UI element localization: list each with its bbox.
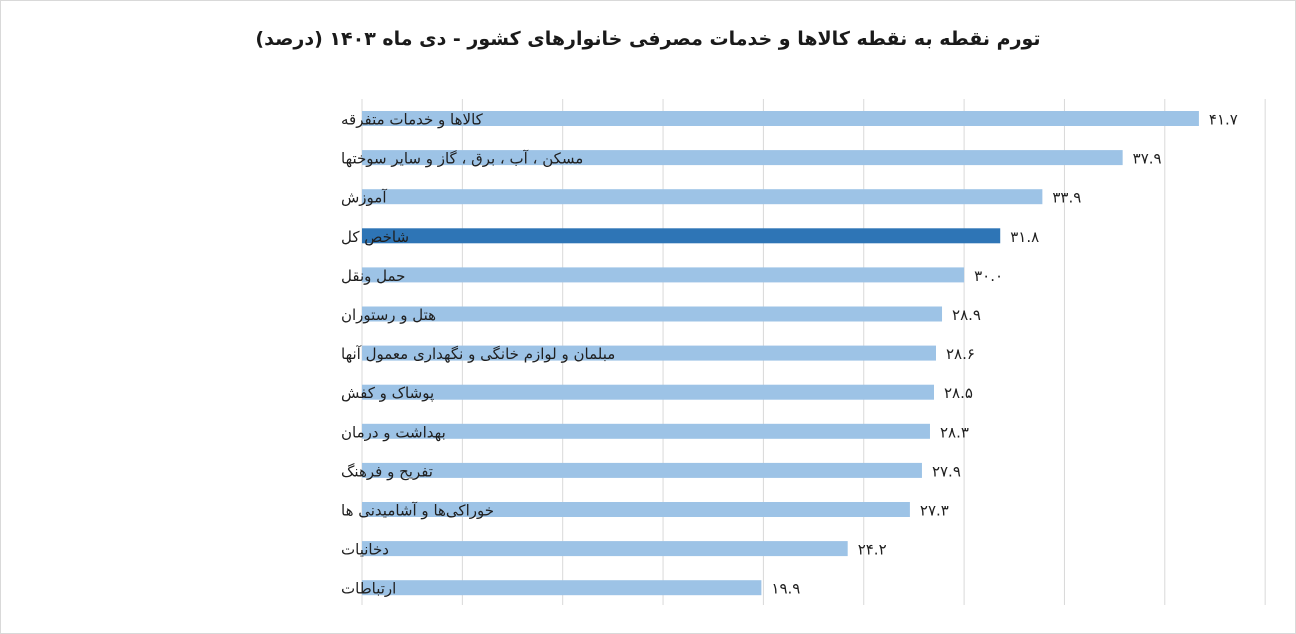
- category-label: مسکن ، آب ، برق ، گاز و سایر سوختها: [341, 150, 583, 168]
- category-label: پوشاک و کفش: [341, 384, 434, 403]
- category-label: آموزش: [341, 189, 387, 207]
- category-label: تفریح و فرهنگ: [341, 462, 433, 480]
- bar: [362, 345, 937, 361]
- bar: [362, 111, 1199, 126]
- bars: [362, 111, 1199, 596]
- category-label: ارتباطات: [341, 580, 396, 598]
- bar: [362, 384, 934, 400]
- value-label: ۳۷.۹: [1133, 150, 1162, 168]
- value-label: ۲۷.۳: [920, 502, 949, 520]
- value-label: ۳۳.۹: [1052, 189, 1081, 207]
- bar: [362, 423, 930, 439]
- bar: [362, 267, 965, 283]
- value-label: ۲۸.۳: [940, 423, 969, 441]
- value-label: ۲۸.۶: [946, 345, 975, 363]
- chart-title: تورم نقطه به نقطه کالاها و خدمات مصرفی خ…: [255, 28, 1041, 50]
- category-label: خوراکی‌ها و آشامیدنی ها: [341, 502, 494, 520]
- value-label: ۲۸.۵: [944, 384, 973, 402]
- value-label: ۲۷.۹: [932, 462, 961, 480]
- category-label: شاخص کل: [341, 228, 409, 246]
- bar: [362, 502, 910, 517]
- value-label: ۳۰.۰: [974, 267, 1003, 285]
- category-label: مبلمان و لوازم خانگی و نگهداری معمول آنه…: [341, 345, 615, 363]
- labels: ۴۱.۷ کالاها و خدمات متفرقه ۳۷.۹ مسکن ، آب ،…: [341, 111, 1238, 598]
- bar: [362, 580, 762, 596]
- value-label: ۳۱.۸: [1010, 228, 1039, 246]
- value-label: ۲۸.۹: [952, 306, 981, 324]
- value-label: ۱۹.۹: [771, 580, 800, 598]
- value-label: ۴۱.۷: [1209, 111, 1238, 129]
- category-label: هتل و رستوران: [341, 306, 436, 324]
- value-label: ۲۴.۲: [858, 541, 887, 559]
- bar: [362, 462, 922, 478]
- category-label: حمل ونقل: [341, 267, 405, 285]
- category-label: دخانیات: [341, 541, 389, 559]
- bar: [362, 541, 848, 557]
- category-label: کالاها و خدمات متفرقه: [341, 111, 484, 129]
- category-label: بهداشت و درمان: [341, 423, 446, 441]
- bar: [362, 306, 943, 322]
- bar: [362, 150, 1123, 166]
- bar-highlight: [362, 228, 1001, 244]
- bar: [362, 189, 1043, 205]
